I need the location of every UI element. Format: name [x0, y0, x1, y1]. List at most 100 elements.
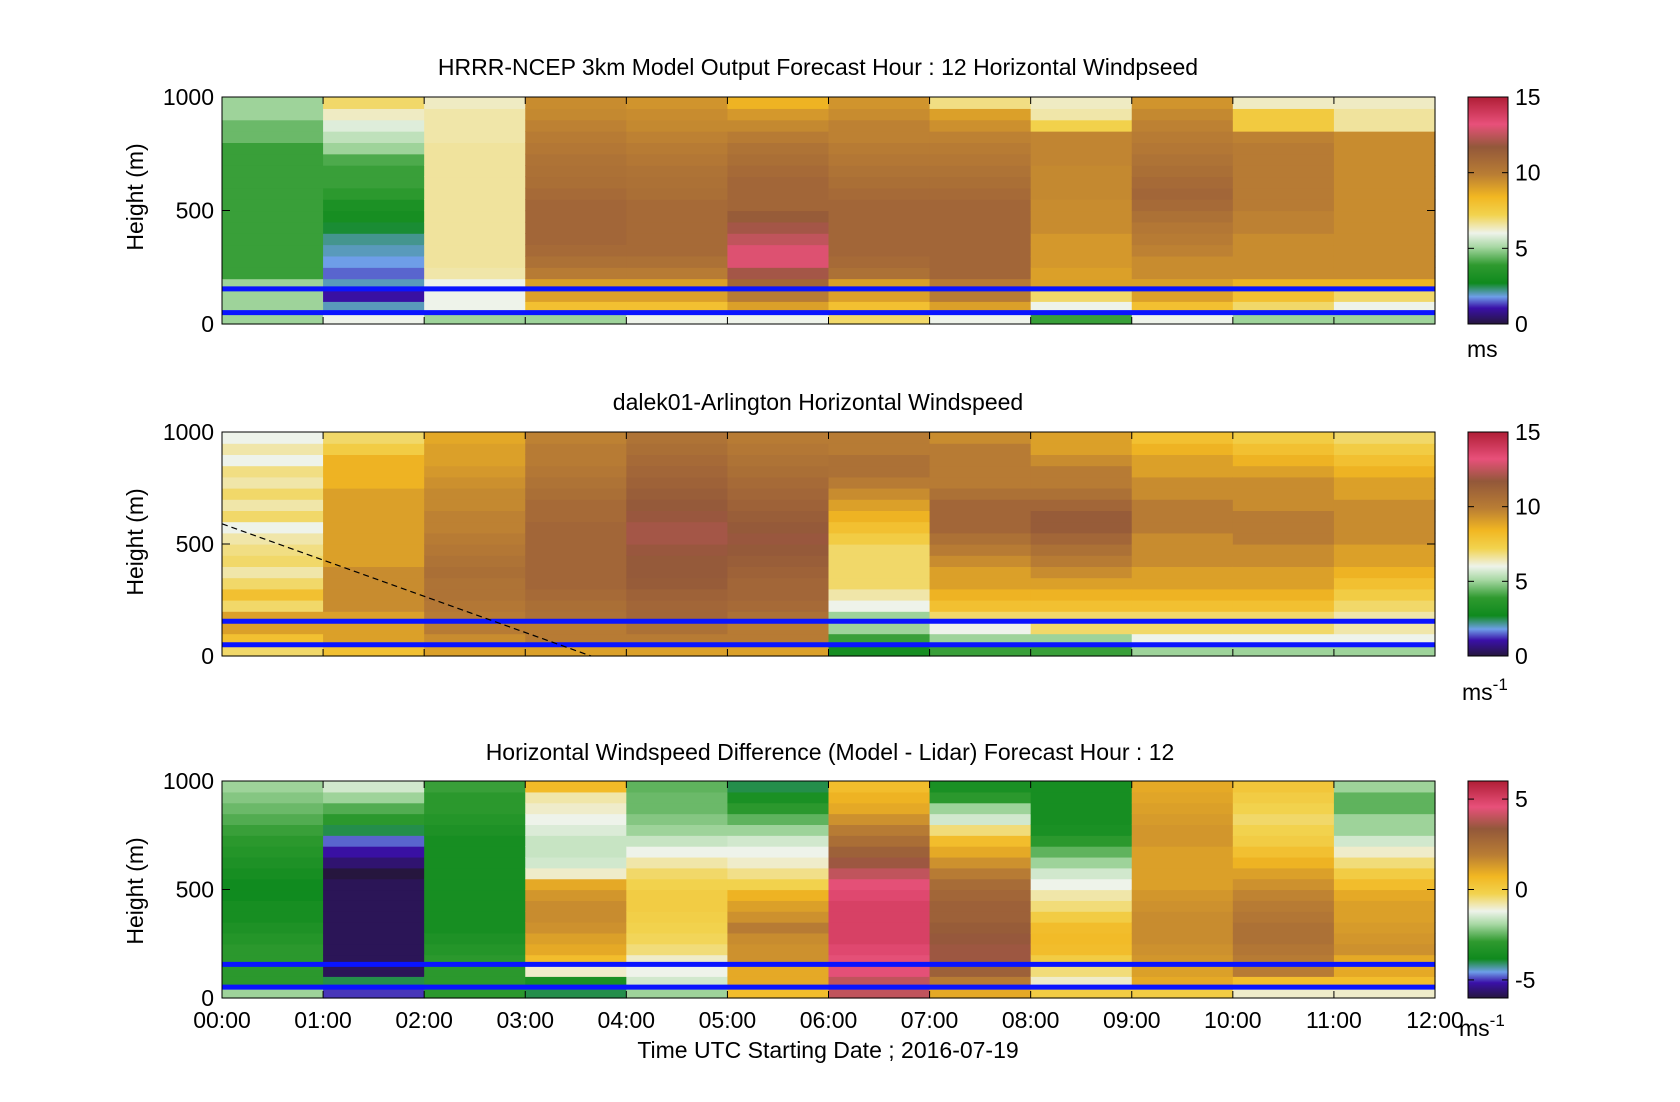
heatmap-cell: [626, 210, 729, 223]
heatmap-cell: [323, 532, 425, 545]
heatmap-cell: [828, 119, 931, 132]
heatmap-cell: [727, 312, 830, 325]
panel-diff-colorbar: [1467, 780, 1509, 999]
heatmap-cell: [727, 210, 830, 223]
heatmap-cell: [727, 521, 830, 534]
heatmap-cell: [1232, 532, 1335, 545]
heatmap-cell: [323, 119, 425, 132]
heatmap-cell: [626, 781, 729, 793]
heatmap-cell: [1232, 233, 1335, 246]
heatmap-cell: [727, 555, 830, 567]
heatmap-cell: [727, 911, 830, 923]
heatmap-cell: [525, 544, 627, 556]
panel-lidar-colorbar: [1467, 431, 1509, 657]
heatmap-cell: [626, 199, 729, 212]
heatmap-cell: [1030, 221, 1133, 234]
heatmap-cell: [727, 791, 830, 804]
heatmap-cell: [222, 976, 324, 988]
heatmap-cell: [1030, 312, 1133, 325]
heatmap-cell: [525, 488, 627, 500]
heatmap-cell: [525, 210, 627, 223]
x-tick-label: 12:00: [1406, 1007, 1464, 1033]
heatmap-cell: [1333, 781, 1436, 793]
heatmap-cell: [525, 954, 627, 967]
heatmap-cell: [1030, 867, 1133, 880]
panel-diff-unit-sup: -1: [1490, 1011, 1505, 1030]
heatmap-cell: [828, 176, 931, 189]
heatmap-cell: [1131, 781, 1234, 793]
heatmap-cell: [626, 142, 729, 155]
heatmap-cell: [1333, 499, 1436, 511]
heatmap-cell: [1030, 856, 1133, 869]
heatmap-cell: [929, 119, 1032, 132]
panel-diff: Horizontal Windspeed Difference (Model -…: [122, 739, 1535, 1063]
heatmap-cell: [525, 878, 627, 891]
heatmap-cell: [1232, 813, 1335, 825]
heatmap-cell: [424, 454, 526, 467]
heatmap-cell: [525, 443, 627, 455]
heatmap-cell: [1232, 867, 1335, 880]
heatmap-cell: [525, 932, 627, 945]
heatmap-cell: [424, 813, 526, 825]
panel-lidar-colorbar-ticks: 0 5 10 15: [1468, 419, 1541, 669]
heatmap-cell: [323, 943, 425, 956]
heatmap-cell: [1333, 108, 1436, 121]
heatmap-cell: [828, 911, 931, 923]
heatmap-cell: [525, 824, 627, 836]
heatmap-cell: [1232, 510, 1335, 523]
heatmap-cell: [323, 846, 425, 858]
heatmap-cell: [525, 566, 627, 579]
heatmap-cell: [626, 244, 729, 257]
heatmap-cell: [626, 108, 729, 121]
heatmap-cell: [1232, 244, 1335, 257]
colorbar-tick-label: 15: [1515, 84, 1541, 110]
heatmap-cell: [929, 566, 1032, 579]
x-tick-label: 02:00: [395, 1007, 453, 1033]
heatmap-cell: [1030, 521, 1133, 534]
heatmap-cell: [727, 577, 830, 590]
heatmap-cell: [626, 889, 729, 901]
heatmap-cell: [626, 488, 729, 500]
heatmap-cell: [424, 210, 526, 223]
heatmap-cell: [1030, 600, 1133, 612]
heatmap-cell: [424, 791, 526, 804]
heatmap-cell: [626, 878, 729, 891]
heatmap-cell: [323, 312, 425, 325]
heatmap-cell: [1131, 153, 1234, 166]
heatmap-cell: [1030, 846, 1133, 858]
heatmap-cell: [727, 588, 830, 601]
heatmap-cell: [626, 813, 729, 825]
heatmap-cell: [727, 499, 830, 511]
heatmap-cell: [929, 867, 1032, 880]
heatmap-cell: [525, 791, 627, 804]
heatmap-cell: [1232, 600, 1335, 612]
heatmap-cell: [424, 835, 526, 847]
heatmap-cell: [1333, 900, 1436, 912]
heatmap-cell: [626, 987, 729, 999]
heatmap-cell: [323, 153, 425, 166]
y-tick-label: 500: [176, 198, 214, 224]
heatmap-cell: [1030, 119, 1133, 132]
heatmap-cell: [1030, 878, 1133, 891]
heatmap-cell: [929, 488, 1032, 500]
heatmap-cell: [929, 465, 1032, 478]
heatmap-cell: [1333, 454, 1436, 467]
heatmap-cell: [323, 824, 425, 836]
heatmap-cell: [1333, 476, 1436, 489]
heatmap-cell: [424, 867, 526, 880]
panel-lidar-colorbar-unit: ms-1: [1462, 675, 1508, 705]
heatmap-cell: [828, 221, 931, 234]
heatmap-cell: [222, 566, 324, 579]
heatmap-cell: [929, 267, 1032, 280]
heatmap-cell: [323, 454, 425, 467]
heatmap-cell: [626, 432, 729, 444]
heatmap-cell: [828, 976, 931, 988]
heatmap-cell: [626, 633, 729, 646]
panel-lidar-yticks: 0 500 1000: [163, 419, 1435, 669]
colorbar-tick-label: -5: [1515, 967, 1535, 993]
heatmap-cell: [222, 954, 324, 967]
heatmap-cell: [323, 165, 425, 178]
heatmap-cell: [626, 566, 729, 579]
heatmap-cell: [1333, 922, 1436, 934]
heatmap-cell: [1232, 976, 1335, 988]
